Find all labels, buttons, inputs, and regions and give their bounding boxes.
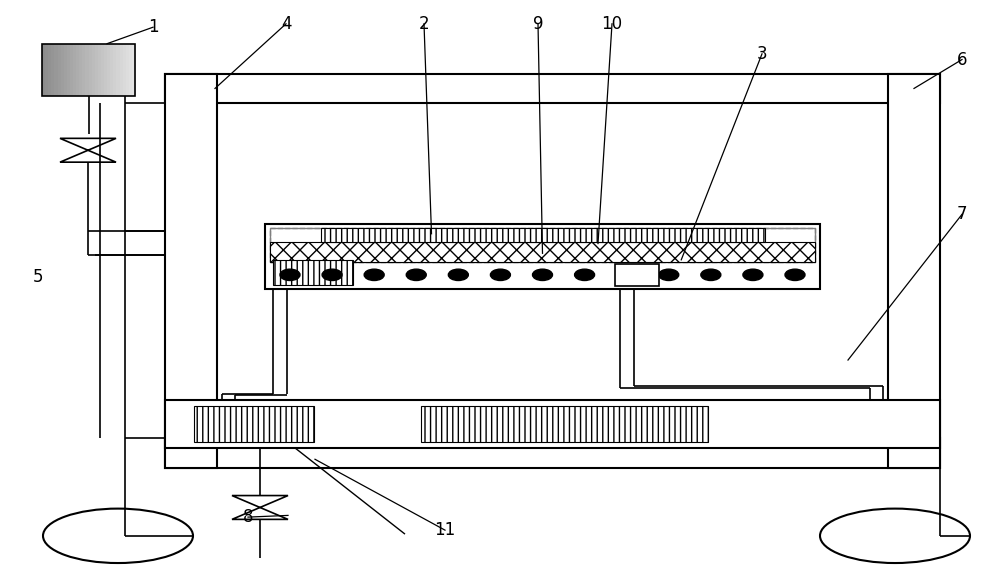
Bar xyxy=(42,44,135,96)
Text: 4: 4 xyxy=(281,15,291,33)
Bar xyxy=(92,44,96,96)
Text: 7: 7 xyxy=(957,205,967,223)
Bar xyxy=(104,44,108,96)
Circle shape xyxy=(575,269,595,281)
Circle shape xyxy=(280,269,300,281)
Text: 10: 10 xyxy=(601,15,623,33)
Bar xyxy=(45,44,49,96)
Bar xyxy=(129,44,133,96)
Bar xyxy=(615,264,659,286)
Bar xyxy=(116,44,120,96)
Bar xyxy=(98,44,102,96)
Bar xyxy=(70,44,74,96)
Text: 5: 5 xyxy=(33,268,43,286)
Text: 6: 6 xyxy=(957,50,967,69)
Circle shape xyxy=(743,269,763,281)
Bar xyxy=(165,438,940,468)
Bar xyxy=(95,44,99,96)
Circle shape xyxy=(785,269,805,281)
Bar xyxy=(165,74,217,468)
Bar xyxy=(270,242,815,262)
Text: 8: 8 xyxy=(243,508,253,526)
Bar xyxy=(320,228,765,242)
Bar xyxy=(79,44,83,96)
Bar xyxy=(110,44,114,96)
Bar xyxy=(270,228,815,262)
Circle shape xyxy=(490,269,510,281)
Bar xyxy=(123,44,127,96)
Bar xyxy=(82,44,86,96)
Text: 3: 3 xyxy=(757,45,767,63)
Bar xyxy=(54,44,59,96)
Circle shape xyxy=(322,269,342,281)
Bar xyxy=(120,44,124,96)
Text: 1: 1 xyxy=(148,18,158,36)
Bar xyxy=(42,44,46,96)
Bar xyxy=(107,44,111,96)
Bar xyxy=(273,230,812,284)
Bar xyxy=(76,44,80,96)
Bar xyxy=(713,405,922,442)
Bar xyxy=(61,44,65,96)
Bar xyxy=(126,44,130,96)
Circle shape xyxy=(659,269,679,281)
Circle shape xyxy=(448,269,468,281)
Bar xyxy=(88,44,93,96)
Circle shape xyxy=(701,269,721,281)
Bar xyxy=(270,228,815,262)
Bar xyxy=(132,44,136,96)
Bar xyxy=(64,44,68,96)
Bar xyxy=(67,44,71,96)
Bar xyxy=(58,44,62,96)
Bar xyxy=(191,407,914,441)
Bar xyxy=(73,44,77,96)
Text: 11: 11 xyxy=(434,521,456,539)
Circle shape xyxy=(364,269,384,281)
Text: 2: 2 xyxy=(419,15,429,33)
Circle shape xyxy=(617,269,637,281)
Bar xyxy=(421,405,708,442)
Bar xyxy=(888,74,940,468)
Bar xyxy=(165,400,940,448)
Circle shape xyxy=(406,269,426,281)
Bar xyxy=(273,260,353,285)
Bar xyxy=(85,44,90,96)
Text: 9: 9 xyxy=(533,15,543,33)
Circle shape xyxy=(532,269,552,281)
Bar xyxy=(48,44,52,96)
Bar xyxy=(265,224,820,289)
Bar xyxy=(194,405,314,442)
Bar xyxy=(101,44,105,96)
Bar xyxy=(51,44,55,96)
Bar xyxy=(217,103,888,438)
Bar xyxy=(113,44,117,96)
Bar xyxy=(165,74,940,103)
